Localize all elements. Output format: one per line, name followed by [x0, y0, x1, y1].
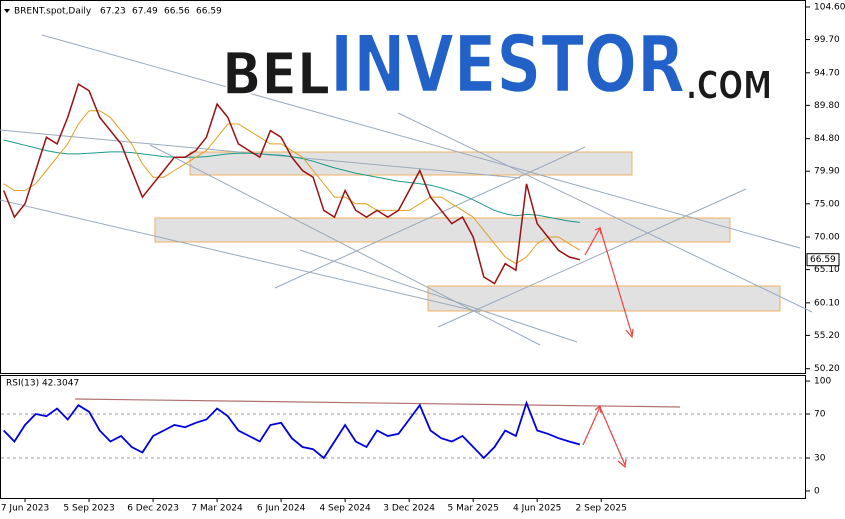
trend-line [274, 146, 586, 289]
rsi-trend-line [74, 398, 681, 408]
rsi-line [3, 400, 581, 460]
y-tick-label: 79.90 [814, 167, 840, 177]
trend-line [397, 112, 813, 313]
y-tick-label: 75.00 [814, 199, 840, 209]
rsi-panel [0, 375, 806, 499]
fast-moving-average [3, 110, 581, 265]
x-tick-label: 4 Jun 2025 [513, 504, 561, 514]
zone [154, 217, 731, 243]
x-tick-label: 5 Sep 2023 [63, 504, 114, 514]
x-tick-label: 2 Sep 2025 [576, 504, 627, 514]
price-line [3, 82, 581, 285]
ohlc-value: 66.59 [196, 7, 222, 17]
x-tick-label: 7 Jun 2023 [1, 504, 49, 514]
arrows [582, 226, 634, 469]
menu-triangle[interactable] [4, 9, 10, 13]
x-tick-label: 4 Sep 2024 [319, 504, 371, 514]
arrow-head [617, 458, 627, 469]
arrow-head [625, 328, 634, 339]
y-tick-label: 100 [814, 377, 831, 387]
y-tick-label: 70.00 [814, 233, 840, 243]
x-tick-label: 6 Dec 2023 [127, 504, 179, 514]
ohlc-value: 67.49 [132, 7, 158, 17]
arrow [584, 226, 633, 336]
rsi-title: RSI(13) 42.3047 [6, 379, 79, 389]
y-tick-label: 60.10 [814, 298, 840, 308]
trend-line [437, 188, 747, 328]
y-tick-label: 55.20 [814, 331, 840, 341]
trend-lines [0, 34, 813, 408]
trend-line [299, 249, 578, 343]
watermark-right: .COM [686, 64, 772, 108]
y-tick-label: 70 [814, 410, 826, 420]
ohlc-value: 67.23 [100, 7, 126, 17]
trend-line [149, 144, 541, 346]
y-tick-label: 99.70 [814, 35, 840, 45]
price-label: 66.59 [810, 255, 836, 265]
trend-line [0, 199, 481, 313]
zones [154, 151, 781, 312]
price-panel [0, 0, 806, 374]
y-tick-label: 84.80 [814, 134, 840, 144]
y-tick-label: 104.60 [814, 2, 845, 12]
x-tick-label: 5 Mar 2025 [448, 504, 499, 514]
x-tick-label: 7 Mar 2024 [191, 504, 243, 514]
ohlc-value: 66.56 [164, 7, 190, 17]
watermark-middle: INVESTOR [330, 20, 685, 110]
watermark-left: BEL [222, 40, 330, 108]
y-tick-label: 65.10 [814, 265, 840, 275]
y-tick-label: 89.80 [814, 101, 840, 111]
zone [427, 285, 781, 312]
arrow [582, 405, 626, 466]
y-tick-label: 94.70 [814, 68, 840, 78]
chart-title: BRENT.spot,Daily [14, 7, 92, 17]
y-tick-label: 30 [814, 453, 826, 463]
arrow-head [594, 227, 602, 235]
y-tick-label: 50.20 [814, 364, 840, 374]
trend-line [41, 34, 801, 249]
price-label-box [806, 253, 840, 267]
x-tick-label: 6 Jun 2024 [257, 504, 306, 514]
arrow-head [594, 404, 602, 414]
y-tick-label: 0 [814, 486, 820, 496]
watermark: BEL INVESTOR .COM [221, 20, 772, 112]
x-tick-label: 3 Dec 2024 [383, 504, 435, 514]
